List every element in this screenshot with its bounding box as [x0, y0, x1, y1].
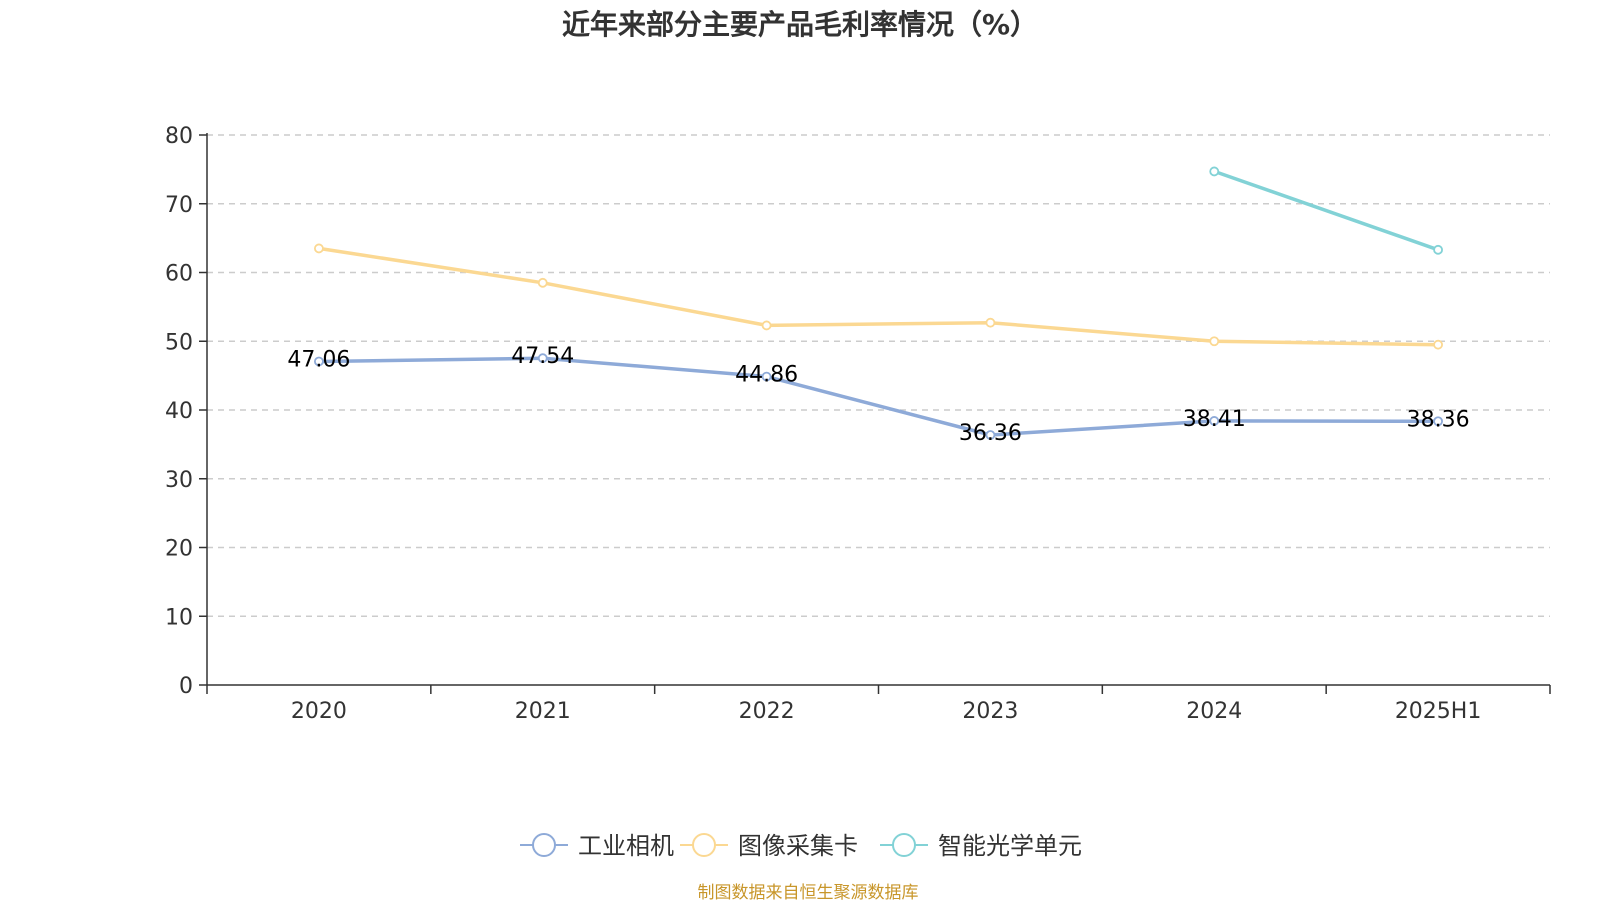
legend-label: 图像采集卡 — [738, 832, 858, 860]
data-label: 36.36 — [959, 421, 1022, 446]
data-point — [761, 371, 772, 382]
legend-marker — [692, 833, 716, 857]
data-label: 38.41 — [1183, 407, 1246, 432]
legend-item[interactable]: 智能光学单元 — [880, 832, 1082, 860]
legend-label: 工业相机 — [578, 832, 674, 860]
legend-item[interactable]: 工业相机 — [520, 832, 674, 860]
data-point — [1433, 416, 1443, 427]
data-label: 47.54 — [511, 344, 574, 369]
legend-item[interactable]: 图像采集卡 — [680, 832, 858, 860]
data-point — [314, 243, 324, 254]
axes: 0 10 20 30 40 50 60 70 80 2020 2021 2022 2023 2024 202… — [165, 124, 1551, 724]
x-tick-label: 2022 — [739, 699, 795, 724]
series-line — [1212, 169, 1440, 252]
x-tick-label: 2025H1 — [1395, 699, 1482, 724]
x-tick-label: 2020 — [291, 699, 347, 724]
x-tick-label: 2021 — [515, 699, 571, 724]
x-tick-label: 2023 — [962, 699, 1018, 724]
y-tick-label: 70 — [165, 193, 193, 218]
y-tick-label: 80 — [165, 124, 193, 149]
data-point — [1209, 416, 1220, 426]
y-tick-label: 50 — [165, 330, 193, 355]
data-point — [537, 277, 548, 288]
data-point — [761, 320, 772, 331]
data-point — [1209, 166, 1220, 177]
data-point — [985, 317, 996, 328]
series-line — [317, 246, 1440, 347]
legend-marker — [892, 833, 916, 857]
series-lines — [314, 166, 1443, 440]
data-label: 44.86 — [735, 363, 798, 388]
series-line — [317, 356, 1440, 437]
source-note: 制图数据来自恒生聚源数据库 — [698, 883, 919, 900]
y-tick-label: 30 — [165, 468, 193, 493]
data-point — [985, 430, 996, 440]
data-point — [1209, 336, 1220, 347]
legend-label: 智能光学单元 — [938, 832, 1082, 860]
data-point — [314, 356, 324, 367]
x-tick-label: 2024 — [1186, 699, 1242, 724]
data-label: 47.06 — [287, 347, 350, 372]
data-point — [537, 353, 548, 364]
data-point — [1433, 244, 1443, 255]
y-tick-label: 10 — [165, 605, 193, 630]
data-labels: 47.06 47.54 44.86 36.36 38.41 38.36 — [287, 344, 1469, 446]
y-tick-label: 60 — [165, 262, 193, 287]
grid-lines — [207, 134, 1550, 617]
chart-title: 近年来部分主要产品毛利率情况（%） — [562, 8, 1038, 41]
legend-marker — [532, 833, 556, 857]
y-tick-label: 0 — [179, 674, 193, 699]
legend[interactable]: 工业相机 图像采集卡 智能光学单元 — [520, 832, 1082, 860]
data-label: 38.36 — [1407, 407, 1470, 432]
y-tick-label: 40 — [165, 399, 193, 424]
data-point — [1433, 339, 1443, 350]
y-tick-label: 20 — [165, 537, 193, 562]
